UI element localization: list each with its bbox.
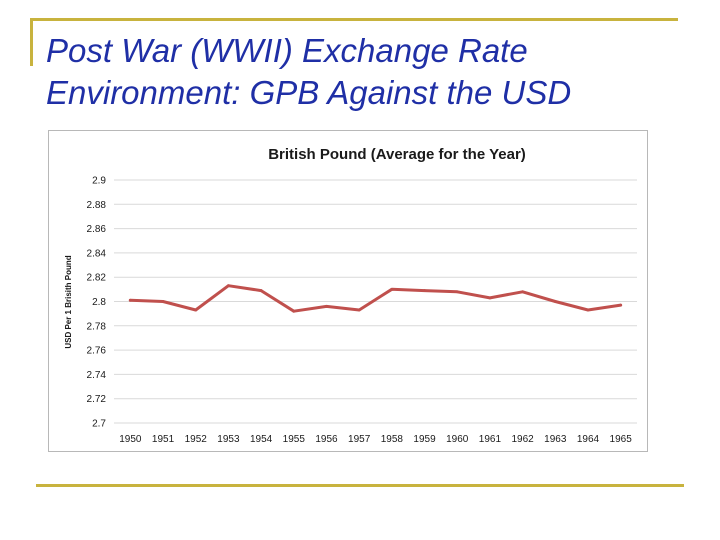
y-tick-label: 2.86 <box>87 224 107 235</box>
chart-title: British Pound (Average for the Year) <box>268 146 526 163</box>
data-point <box>423 289 426 292</box>
data-point <box>325 304 328 308</box>
bottom-accent-rule <box>36 484 684 487</box>
x-tick-label: 1958 <box>381 434 404 445</box>
y-axis-label: USD Per 1 Brisith Pound <box>64 255 73 348</box>
y-tick-labels: 2.7 2.72 2.74 2.76 2.78 2.8 2.82 2.84 2.86 2.88 2.… <box>87 176 107 430</box>
left-accent-rule <box>30 18 33 66</box>
y-tick-label: 2.74 <box>87 370 107 381</box>
chart-frame: British Pound (Average for the Year) USD… <box>48 130 648 452</box>
series-layer <box>128 284 623 313</box>
x-tick-label: 1965 <box>610 434 633 445</box>
x-tick-label: 1954 <box>250 434 273 445</box>
y-tick-label: 2.88 <box>87 200 107 211</box>
data-point <box>455 290 459 294</box>
y-tick-label: 2.82 <box>87 273 107 284</box>
x-tick-label: 1951 <box>152 434 175 445</box>
x-tick-label: 1955 <box>283 434 306 445</box>
y-tick-label: 2.7 <box>92 419 106 430</box>
data-point <box>586 308 590 312</box>
y-tick-label: 2.84 <box>87 248 107 259</box>
data-point <box>161 300 165 303</box>
data-point <box>521 290 524 294</box>
x-tick-label: 1961 <box>479 434 502 445</box>
x-tick-label: 1964 <box>577 434 600 445</box>
data-point <box>227 284 230 288</box>
data-point <box>259 289 263 292</box>
data-point <box>390 287 394 291</box>
data-point <box>128 298 132 302</box>
y-tick-label: 2.9 <box>92 176 106 187</box>
y-tick-label: 2.8 <box>92 297 106 308</box>
y-tick-label: 2.76 <box>87 346 107 357</box>
x-tick-label: 1957 <box>348 434 371 445</box>
x-tick-label: 1960 <box>446 434 469 445</box>
series-line <box>128 284 623 313</box>
x-tick-labels: 1950 1951 1952 1953 1954 1955 1956 1957 1958 1959… <box>119 434 632 445</box>
data-point <box>553 300 557 303</box>
x-tick-label: 1963 <box>544 434 567 445</box>
x-tick-label: 1953 <box>217 434 240 445</box>
data-point <box>194 308 198 312</box>
x-tick-label: 1956 <box>315 434 338 445</box>
data-point <box>619 303 623 307</box>
y-tick-label: 2.72 <box>87 394 107 405</box>
slide-title: Post War (WWII) Exchange Rate Environmen… <box>46 32 572 111</box>
gridlines <box>114 179 637 424</box>
top-accent-rule <box>30 18 678 21</box>
x-tick-label: 1962 <box>511 434 534 445</box>
x-tick-label: 1959 <box>413 434 436 445</box>
data-point <box>488 296 492 300</box>
x-tick-label: 1952 <box>185 434 208 445</box>
line-chart: British Pound (Average for the Year) USD… <box>64 146 637 445</box>
data-point <box>357 308 361 312</box>
x-tick-label: 1950 <box>119 434 142 445</box>
y-tick-label: 2.78 <box>87 321 107 332</box>
data-point <box>292 309 296 313</box>
